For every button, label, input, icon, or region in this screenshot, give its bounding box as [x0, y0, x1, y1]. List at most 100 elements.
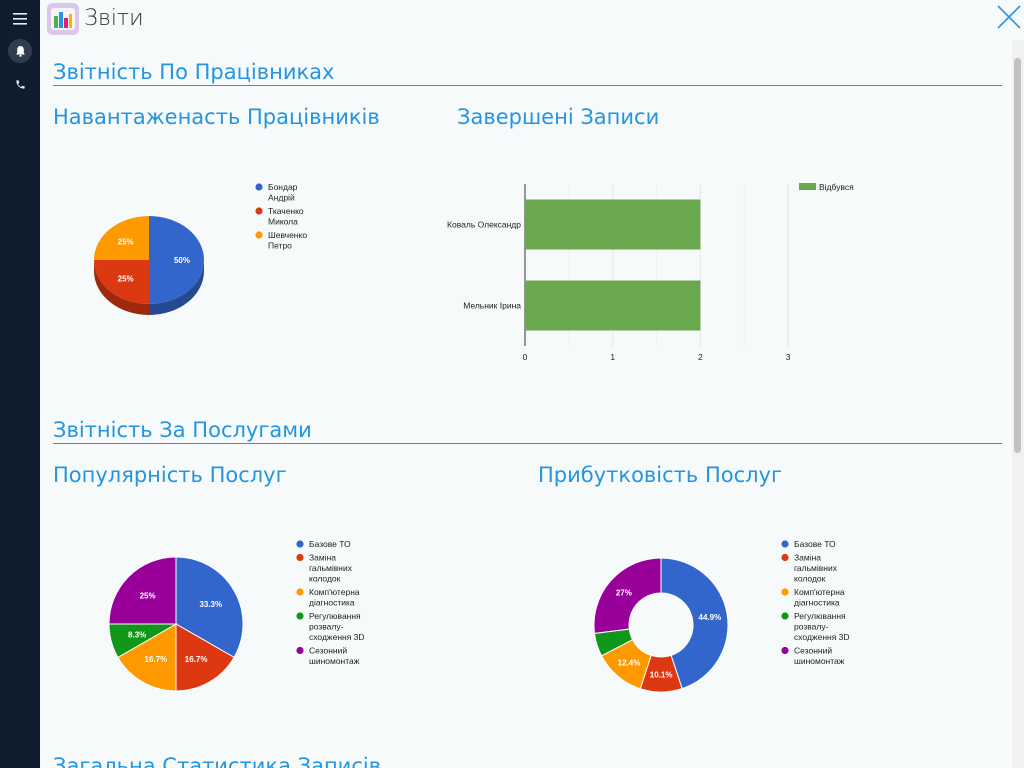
completed-bar-chart: 0 1 2 3 Коваль Олександр Мельник Ірина Відбувс… [447, 182, 854, 362]
slice-value-label: 44.9% [699, 613, 722, 622]
call-button[interactable] [0, 71, 40, 97]
legend-label: гальмівних [794, 563, 838, 573]
legend-swatch [255, 207, 263, 215]
section-title-services: Звітність За Послугами [53, 418, 312, 442]
x-tick-label: 3 [786, 352, 791, 362]
legend-label: Сезонний [309, 646, 347, 656]
legend-label: Микола [268, 217, 298, 227]
legend-swatch [296, 612, 304, 620]
x-tick-label: 2 [698, 352, 703, 362]
legend-label: Петро [268, 241, 292, 251]
legend-swatch [781, 588, 789, 596]
category-label: Мельник Ірина [463, 301, 521, 311]
legend-label: розвалу- [794, 622, 829, 632]
bell-icon [15, 46, 25, 57]
chart-title-completed: Завершені Записи [457, 105, 660, 129]
close-icon [997, 5, 1021, 29]
chart-title-popularity: Популярність Послуг [53, 463, 287, 487]
pie-slice[interactable] [149, 216, 204, 304]
legend-label: шиномонтаж [794, 656, 845, 666]
legend-label: сходження 3D [309, 632, 365, 642]
pie-slice[interactable] [94, 216, 149, 260]
slice-value-label: 10.1% [650, 670, 673, 679]
slice-value-label: 25% [118, 237, 134, 246]
legend-label: гальмівних [309, 563, 353, 573]
x-tick-label: 1 [610, 352, 615, 362]
legend-label: Андрій [268, 193, 295, 203]
legend-label: Комп'ютерна [794, 587, 845, 597]
pie-slice[interactable] [117, 623, 177, 692]
section-title-employees: Звітність По Працівниках [53, 60, 335, 84]
slice-value-label: 16.7% [145, 655, 168, 664]
phone-icon [15, 79, 25, 89]
menu-button[interactable] [0, 6, 40, 32]
bar-chart-logo-icon [47, 3, 79, 35]
legend-label: колодок [309, 574, 341, 584]
legend-swatch [255, 183, 263, 191]
slice-value-label: 25% [118, 275, 134, 284]
slice-value-label: 12.4% [618, 659, 641, 668]
scrollbar-thumb[interactable] [1014, 58, 1021, 453]
legend-label: Комп'ютерна [309, 587, 360, 597]
pie-slice-side [149, 260, 204, 315]
section-title-general: Загальна Статистика Записів [53, 754, 382, 768]
title-bar: Звіти [40, 0, 1024, 40]
reports-content: Звітність По Працівниках Навантаженасть … [40, 40, 1012, 768]
bar[interactable] [525, 199, 701, 250]
legend-label: Відбувся [819, 182, 854, 192]
legend-label: Базове ТО [794, 539, 836, 549]
legend-swatch [296, 646, 304, 655]
legend-label: Регулювання [309, 611, 361, 621]
legend-swatch [781, 540, 789, 548]
slice-value-label: 25% [140, 592, 156, 601]
close-button[interactable] [996, 4, 1022, 30]
legend-label: Сезонний [794, 646, 832, 656]
legend-label: розвалу- [309, 622, 344, 632]
chart-title-profitability: Прибутковість Послуг [538, 463, 783, 487]
legend-swatch [255, 231, 263, 239]
legend-label: сходження 3D [794, 632, 850, 642]
slice-value-label: 8.3% [128, 630, 146, 639]
pie-slice[interactable] [94, 260, 149, 304]
pie-slice[interactable] [175, 556, 244, 659]
legend-label: Заміна [309, 553, 336, 563]
legend-label: діагностика [309, 598, 355, 608]
legend-label: Ткаченко [268, 206, 304, 216]
legend-label: Базове ТО [309, 539, 351, 549]
legend-swatch [296, 540, 304, 548]
profitability-donut-chart: 44.9% 10.1% 12.4% 27% Базове ТО Замінагальмів… [593, 539, 850, 693]
pie-slice[interactable] [175, 623, 235, 692]
legend-swatch [296, 588, 304, 596]
legend-label: колодок [794, 574, 826, 584]
legend-swatch [781, 553, 789, 562]
legend-label: Заміна [794, 553, 821, 563]
chart-title-workload: Навантаженасть Працівників [53, 105, 380, 129]
legend-swatch [781, 646, 789, 655]
slice-value-label: 16.7% [185, 655, 208, 664]
legend-swatch [781, 612, 789, 620]
legend-label: діагностика [794, 598, 840, 608]
slice-value-label: 50% [174, 256, 190, 265]
side-rail [0, 0, 40, 768]
popularity-pie-chart: 33.3% 16.7% 16.7% 8.3% 25% Базове ТО Замінагал… [108, 539, 365, 692]
category-label: Коваль Олександр [447, 220, 521, 230]
page-title: Звіти [84, 6, 144, 31]
legend-swatch [296, 553, 304, 562]
section-divider [53, 443, 1002, 444]
menu-icon [13, 13, 27, 25]
legend-label: шиномонтаж [309, 656, 360, 666]
legend-label: Регулювання [794, 611, 846, 621]
bar[interactable] [525, 280, 701, 331]
pie-slice-side [94, 260, 149, 315]
pie-slice[interactable] [108, 556, 177, 625]
x-tick-label: 0 [523, 352, 528, 362]
slice-value-label: 33.3% [199, 600, 222, 609]
notifications-button[interactable] [0, 38, 40, 64]
legend-swatch [799, 183, 816, 190]
slice-value-label: 27% [616, 588, 632, 597]
section-divider [53, 85, 1002, 86]
legend-label: Шевченко [268, 230, 307, 240]
pie-slice[interactable] [593, 557, 662, 634]
pie-slice[interactable] [660, 557, 729, 690]
